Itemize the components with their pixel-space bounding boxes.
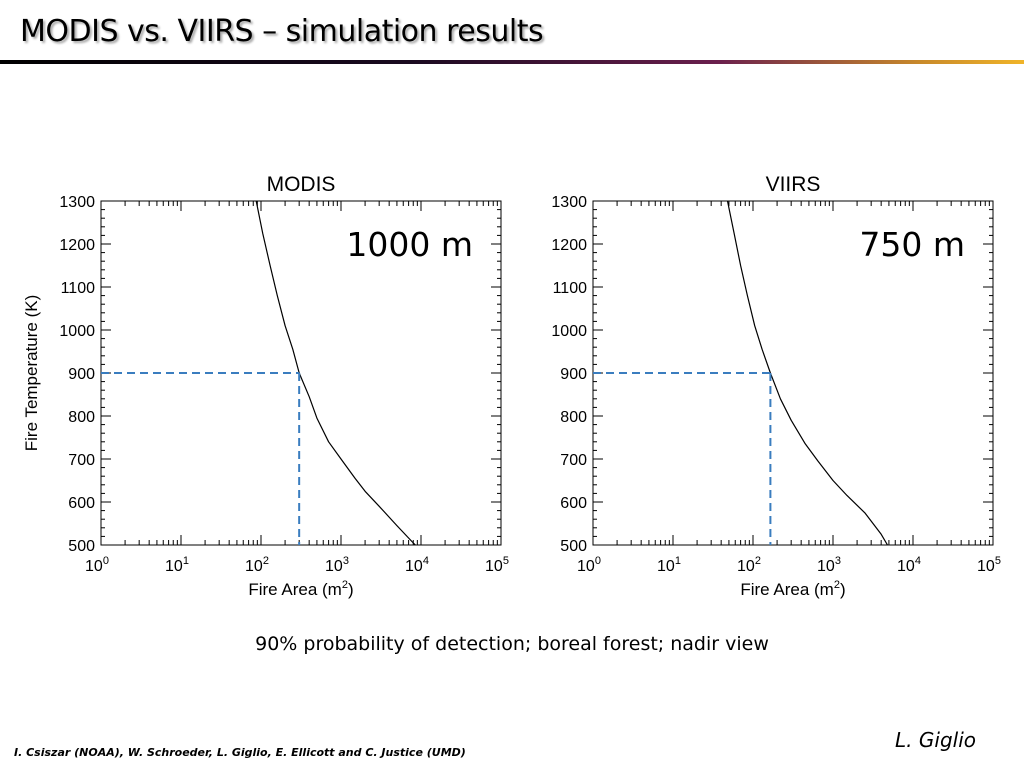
footer-credits: I. Csiszar (NOAA), W. Schroeder, L. Gigl… <box>14 746 466 759</box>
modis-y-tick-label: 1300 <box>59 194 95 211</box>
viirs-resolution-label: 750 m <box>859 225 965 264</box>
author-credit: L. Giglio <box>895 728 976 752</box>
viirs-x-tick-label: 105 <box>977 555 1001 575</box>
viirs-y-tick-label: 900 <box>560 366 587 383</box>
viirs-y-tick-label: 500 <box>560 538 587 555</box>
modis-chart: 500 600 700 800 900 1000 1100 1200 1300 100 101 102… <box>10 166 510 606</box>
modis-y-tick-label: 900 <box>68 366 95 383</box>
modis-x-tick-label: 104 <box>405 555 429 575</box>
modis-y-axis-label: Fire Temperature (K) <box>22 295 41 452</box>
viirs-y-tick-label: 600 <box>560 495 587 512</box>
modis-y-tick-label: 1200 <box>59 237 95 254</box>
modis-chart-svg: 500 600 700 800 900 1000 1100 1200 1300 100 101 102… <box>22 173 509 599</box>
viirs-x-tick-label: 101 <box>657 555 681 575</box>
viirs-x-tick-label: 104 <box>897 555 921 575</box>
viirs-chart-title: VIIRS <box>766 173 821 196</box>
modis-chart-title: MODIS <box>267 173 336 196</box>
modis-resolution-label: 1000 m <box>346 225 473 264</box>
modis-x-tick-label: 100 <box>85 555 109 575</box>
modis-x-tick-label: 103 <box>325 555 349 575</box>
modis-x-tick-label: 101 <box>165 555 189 575</box>
modis-x-tick-label: 102 <box>245 555 269 575</box>
viirs-chart: 500 600 700 800 900 1000 1100 1200 1300 100 101 102… <box>502 166 1002 606</box>
viirs-x-tick-label: 100 <box>577 555 601 575</box>
modis-x-tick-label: 105 <box>485 555 509 575</box>
slide-title: MODIS vs. VIIRS – simulation results <box>20 14 544 49</box>
modis-y-tick-label: 1000 <box>59 323 95 340</box>
modis-y-tick-label: 800 <box>68 409 95 426</box>
viirs-y-tick-label: 1300 <box>551 194 587 211</box>
modis-y-tick-label: 500 <box>68 538 95 555</box>
modis-detection-curve <box>255 201 416 545</box>
caption: 90% probability of detection; boreal for… <box>255 633 769 655</box>
viirs-y-tick-label: 700 <box>560 452 587 469</box>
modis-y-tick-label: 700 <box>68 452 95 469</box>
viirs-y-tick-label: 1100 <box>553 280 588 297</box>
modis-y-tick-label: 1100 <box>61 280 96 297</box>
viirs-x-tick-label: 102 <box>737 555 761 575</box>
viirs-detection-curve <box>726 201 889 545</box>
viirs-y-tick-label: 1000 <box>551 323 587 340</box>
modis-x-axis-label: Fire Area (m2) <box>248 579 353 599</box>
viirs-y-tick-label: 1200 <box>551 237 587 254</box>
viirs-y-tick-label: 800 <box>560 409 587 426</box>
viirs-x-tick-label: 103 <box>817 555 841 575</box>
viirs-x-axis-label: Fire Area (m2) <box>740 579 845 599</box>
viirs-chart-svg: 500 600 700 800 900 1000 1100 1200 1300 100 101 102… <box>551 173 1001 599</box>
title-rule <box>0 60 1024 64</box>
modis-y-tick-label: 600 <box>68 495 95 512</box>
